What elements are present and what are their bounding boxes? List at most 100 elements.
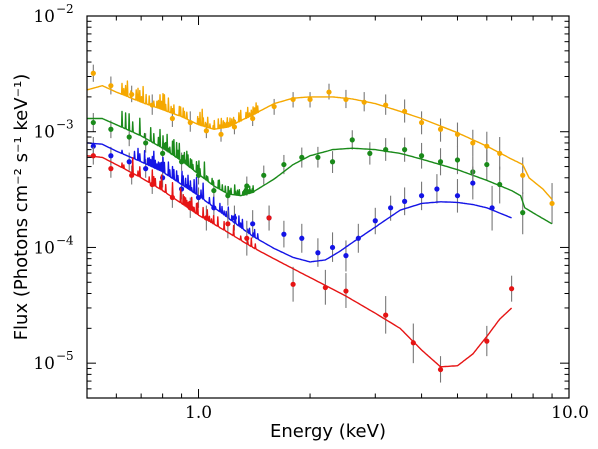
data-point: [271, 103, 277, 110]
data-point: [484, 161, 490, 168]
y-tick-label-exponent: −4: [56, 233, 74, 247]
data-point: [143, 166, 149, 172]
model-line: [87, 142, 512, 263]
data-point: [454, 131, 461, 137]
data-point: [149, 102, 155, 108]
data-point: [250, 221, 256, 227]
data-point: [402, 147, 408, 153]
data-point: [367, 150, 373, 156]
data-point: [90, 153, 96, 159]
data-point: [315, 154, 321, 160]
data-point: [497, 181, 503, 188]
data-point: [108, 153, 114, 159]
series-0: [87, 64, 555, 224]
data-point: [169, 194, 175, 201]
tick-layer: [86, 15, 570, 399]
data-point: [349, 137, 355, 143]
model-line: [87, 110, 553, 225]
data-point: [281, 231, 287, 237]
model-line: [87, 80, 553, 200]
data-point: [203, 215, 209, 221]
y-tick-label: 10: [33, 7, 55, 27]
y-tick-label: 10: [33, 123, 55, 143]
data-point: [509, 286, 515, 292]
data-point: [290, 281, 296, 287]
data-point: [225, 193, 231, 199]
data-point: [90, 119, 96, 126]
data-point: [418, 193, 425, 199]
data-point: [266, 215, 272, 221]
data-point: [329, 159, 336, 165]
data-point: [454, 157, 461, 163]
data-point: [195, 172, 202, 178]
data-point: [261, 172, 267, 178]
data-point: [203, 128, 209, 134]
data-point: [454, 193, 461, 199]
data-point: [322, 284, 328, 291]
data-point: [187, 119, 193, 126]
data-point: [218, 131, 224, 137]
data-point: [343, 96, 349, 103]
data-point: [231, 215, 238, 221]
data-point: [126, 134, 132, 140]
data-point: [437, 366, 444, 373]
series-2: [87, 137, 512, 272]
series-1: [87, 110, 553, 235]
data-point: [520, 210, 526, 216]
data-point: [388, 205, 394, 211]
data-point: [520, 172, 526, 178]
data-point: [418, 119, 425, 126]
y-axis-title: Flux (Photons cm⁻² s⁻¹ keV⁻¹): [11, 74, 32, 341]
data-point: [149, 181, 155, 188]
data-point: [361, 99, 367, 105]
data-point: [383, 312, 389, 318]
data-point: [470, 140, 476, 146]
data-point: [434, 186, 440, 192]
data-point: [299, 235, 305, 241]
data-point: [470, 180, 476, 186]
data-point: [169, 115, 175, 122]
data-point: [244, 183, 250, 189]
data-point: [418, 153, 425, 159]
data-point: [108, 126, 114, 132]
model-line: [87, 155, 513, 368]
data-point: [402, 108, 408, 114]
data-point: [299, 154, 305, 160]
data-point: [383, 102, 389, 108]
data-point: [178, 159, 185, 165]
y-tick-label-exponent: −3: [56, 118, 74, 132]
data-point: [129, 172, 135, 178]
y-tick-label: 10: [33, 238, 55, 258]
data-point: [211, 187, 217, 194]
x-tick-label: 10.0: [551, 403, 589, 423]
data-point: [437, 126, 444, 132]
data-point: [343, 253, 349, 259]
x-tick-label: 1.0: [185, 403, 212, 423]
data-point: [355, 235, 361, 241]
data-point: [484, 338, 490, 344]
data-point: [250, 115, 256, 122]
data-point: [211, 205, 217, 211]
data-point: [402, 198, 408, 204]
data-point: [90, 143, 96, 149]
data-point: [329, 244, 336, 251]
data-point: [231, 124, 238, 130]
data-point: [160, 150, 166, 156]
y-tick-label-exponent: −2: [56, 2, 74, 16]
data-point: [290, 96, 296, 103]
plot-frame: [86, 15, 570, 399]
data-point: [129, 91, 135, 98]
data-point: [315, 250, 321, 256]
y-tick-label: 10: [33, 354, 55, 374]
data-point: [225, 221, 231, 227]
data-point: [281, 161, 287, 168]
data-point: [372, 218, 378, 224]
data-point: [497, 150, 503, 156]
data-point: [143, 140, 149, 146]
data-point: [178, 186, 185, 192]
data-point: [410, 340, 416, 346]
data-point: [307, 96, 313, 103]
series-layer: [87, 64, 555, 383]
data-point: [108, 83, 114, 89]
